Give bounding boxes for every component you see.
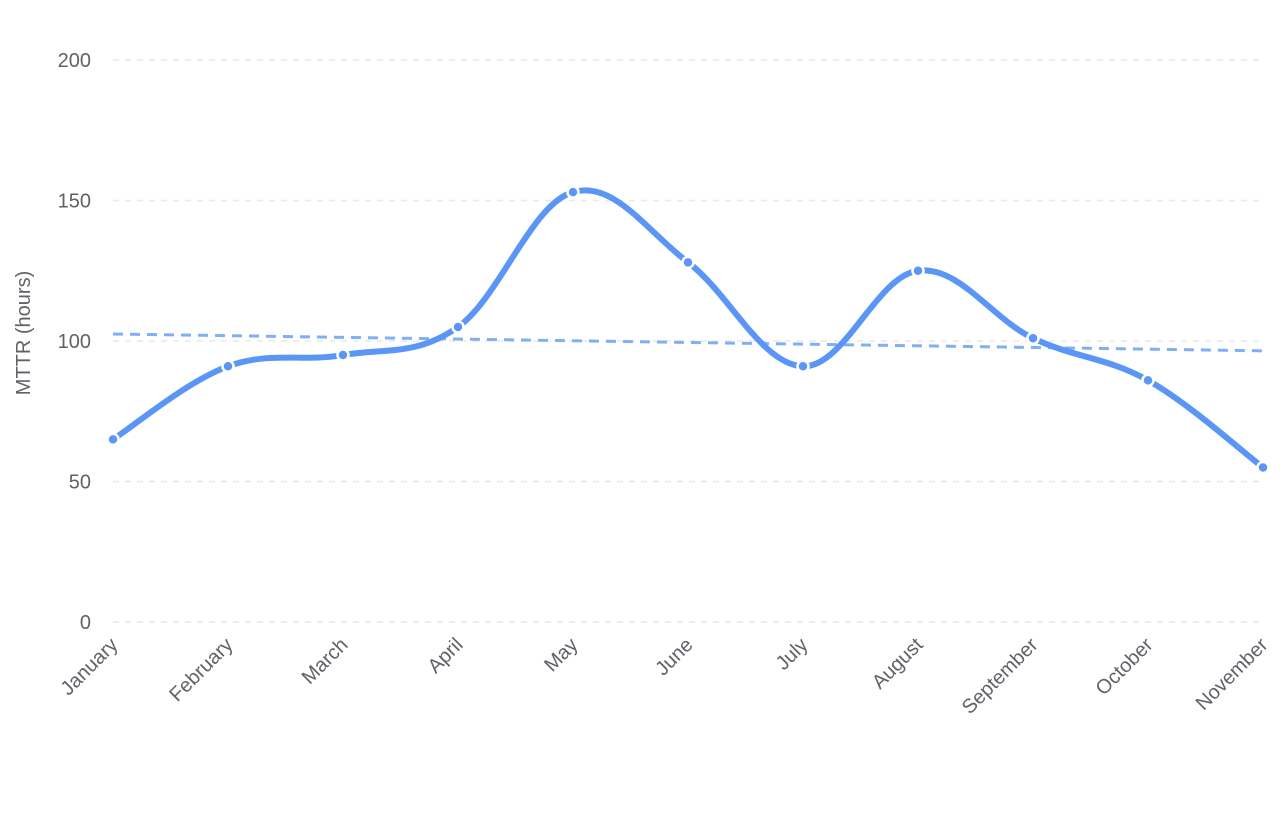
data-point-october[interactable]	[1141, 373, 1155, 388]
y-tick-label: 100	[58, 331, 91, 353]
data-point-june[interactable]	[681, 255, 695, 270]
data-point-march[interactable]	[336, 348, 350, 362]
y-tick-label: 150	[58, 191, 91, 213]
x-tick-label: February	[165, 634, 237, 706]
y-tick-label: 200	[58, 50, 91, 72]
x-axis-ticks: January February March April May June July Augu…	[57, 634, 1273, 719]
data-point-february[interactable]	[221, 359, 235, 374]
data-points	[106, 185, 1270, 475]
x-tick-label: April	[424, 634, 468, 678]
data-point-january[interactable]	[106, 432, 120, 447]
y-tick-label: 50	[69, 472, 91, 494]
x-tick-label: January	[57, 634, 123, 700]
x-tick-label: March	[298, 634, 353, 689]
series-layer	[110, 187, 1266, 471]
x-tick-label: November	[1192, 634, 1273, 715]
data-point-july[interactable]	[796, 359, 810, 374]
x-tick-label: August	[868, 634, 928, 694]
y-tick-label: 0	[80, 612, 91, 634]
x-tick-label: May	[540, 634, 582, 676]
grid-layer	[113, 59, 1263, 623]
data-point-november[interactable]	[1256, 460, 1270, 475]
x-tick-label: June	[651, 634, 697, 680]
series-line	[110, 187, 1266, 471]
x-tick-label: July	[772, 634, 813, 675]
data-point-september[interactable]	[1026, 331, 1040, 345]
trendline-layer	[112, 332, 1264, 353]
y-axis-title: MTTR (hours)	[13, 271, 35, 395]
data-point-april[interactable]	[451, 320, 465, 334]
x-tick-label: October	[1092, 634, 1158, 700]
data-point-may[interactable]	[566, 185, 580, 199]
data-point-august[interactable]	[911, 264, 925, 278]
y-axis-ticks: 0 50 100 150 200	[58, 50, 91, 634]
trendline	[112, 332, 1264, 353]
x-tick-label: September	[958, 634, 1043, 719]
